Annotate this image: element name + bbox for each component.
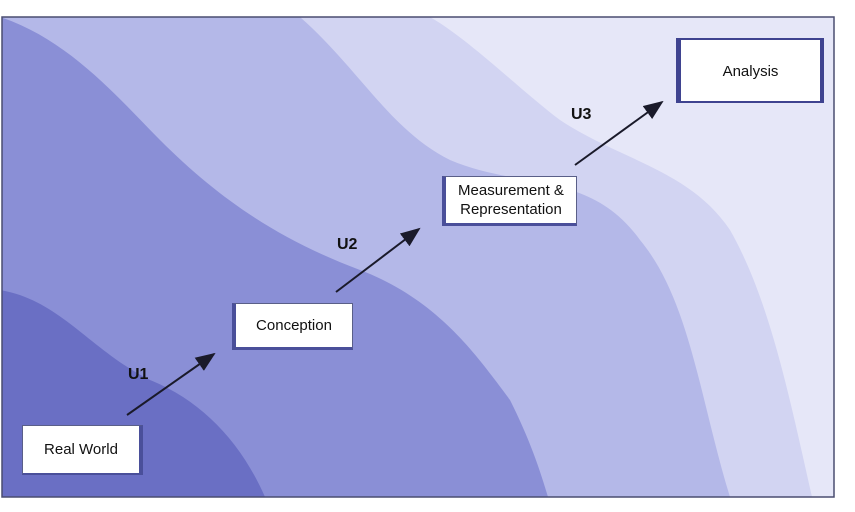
arrow-u1 [126,352,216,416]
frame-border [1,16,835,498]
arrow-u3 [574,100,664,166]
real-world-box: Real World [22,425,143,475]
conception-label: Conception [256,317,332,334]
measurement-label-line2: Representation [460,201,562,218]
transition-label-u2: U2 [337,236,358,253]
real-world-label: Real World [44,441,118,458]
transition-label-u3: U3 [571,106,592,123]
arrow-u2 [335,227,421,293]
transition-label-u1: U1 [128,366,149,383]
conception-box: Conception [232,303,353,350]
analysis-box: Analysis [676,38,824,103]
measurement-representation-box: Measurement & Representation [442,176,577,226]
measurement-label-line1: Measurement & [458,182,564,199]
analysis-label: Analysis [722,63,779,80]
